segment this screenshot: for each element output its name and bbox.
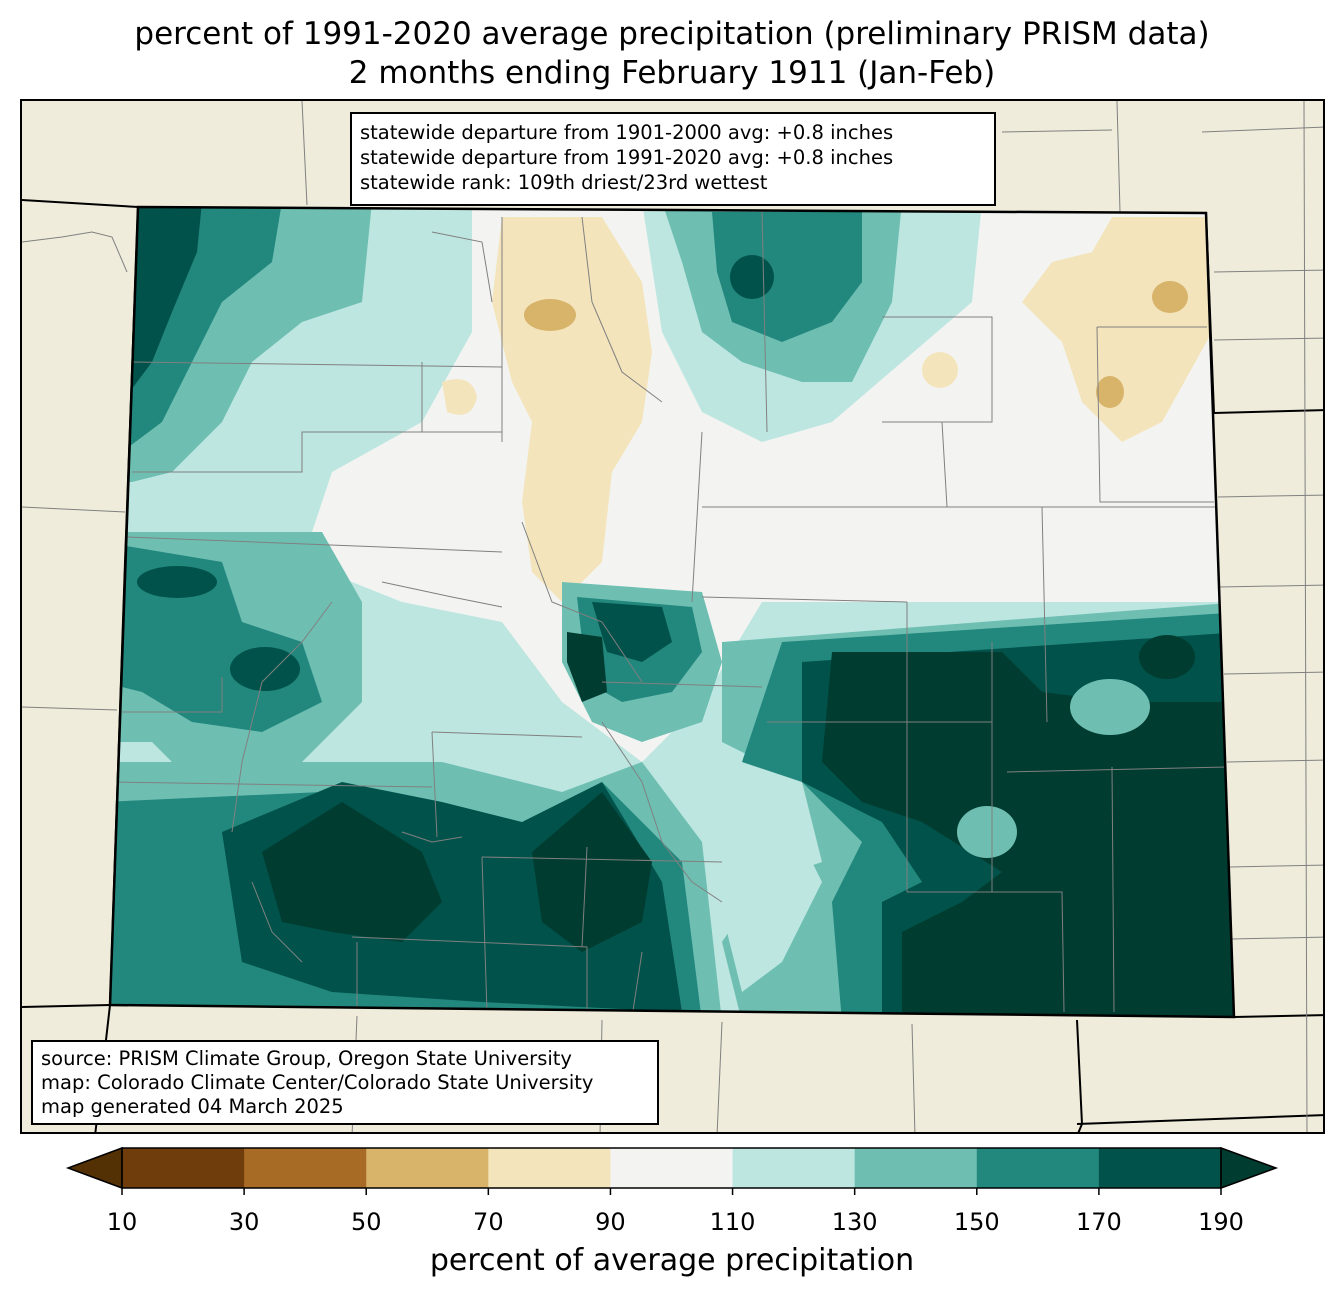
credits-map: map: Colorado Climate Center/Colorado St… <box>41 1071 594 1094</box>
stats-line-1901-2000: statewide departure from 1901-2000 avg: … <box>360 121 894 144</box>
colorbar-segment <box>854 1148 978 1188</box>
colorbar-tick-label: 70 <box>473 1208 504 1236</box>
colorbar-tick-label: 190 <box>1198 1208 1244 1236</box>
colorbar-tick-label: 30 <box>229 1208 260 1236</box>
colorbar-tick-label: 150 <box>954 1208 1000 1236</box>
colorbar-segment <box>732 1148 856 1188</box>
colorbar-tick-label: 90 <box>595 1208 626 1236</box>
precipitation-field <box>110 207 1234 1017</box>
map-title: percent of 1991-2020 average precipitati… <box>134 16 1210 52</box>
map-panel <box>20 99 1325 1134</box>
colorbar-segment <box>366 1148 489 1188</box>
stats-line-rank: statewide rank: 109th driest/23rd wettes… <box>360 171 768 194</box>
colorbar-segments <box>122 1148 1222 1188</box>
colorbar-segment <box>976 1148 1100 1188</box>
colorbar-tick-label: 130 <box>832 1208 878 1236</box>
colorbar-tick-label: 110 <box>710 1208 756 1236</box>
county-lines <box>111 211 1228 1017</box>
colorbar-segment <box>244 1148 367 1188</box>
colorbar-tick-label: 170 <box>1076 1208 1122 1236</box>
map-subtitle: 2 months ending February 1911 (Jan-Feb) <box>348 55 996 91</box>
colorbar-tick-label: 50 <box>351 1208 382 1236</box>
colorbar-segment <box>610 1148 734 1188</box>
colorbar-segment <box>488 1148 611 1188</box>
colorbar-outline <box>121 1147 1222 1189</box>
colorado-border <box>108 205 1236 1019</box>
credits-box: source: PRISM Climate Group, Oregon Stat… <box>31 1040 659 1125</box>
colorbar-label: percent of average precipitation <box>429 1243 915 1278</box>
colorbar: 10 30 50 70 90 110 130 150 170 190 <box>65 1146 1279 1236</box>
neighbor-county-lines <box>22 101 1323 1132</box>
colorbar-tick-label: 10 <box>107 1208 138 1236</box>
colorbar-ticks: 10 30 50 70 90 110 130 150 170 190 <box>107 1188 1244 1236</box>
colorbar-under-arrow <box>65 1146 123 1190</box>
statewide-stats-box: statewide departure from 1901-2000 avg: … <box>350 112 996 206</box>
precipitation-map <box>22 101 1323 1132</box>
colorbar-segment <box>122 1148 245 1188</box>
colorbar-over-arrow <box>1220 1146 1279 1190</box>
colorbar-segment <box>1098 1148 1222 1188</box>
stats-line-1991-2020: statewide departure from 1991-2020 avg: … <box>360 146 894 169</box>
credits-source: source: PRISM Climate Group, Oregon Stat… <box>41 1047 572 1070</box>
credits-generated: map generated 04 March 2025 <box>41 1095 344 1118</box>
